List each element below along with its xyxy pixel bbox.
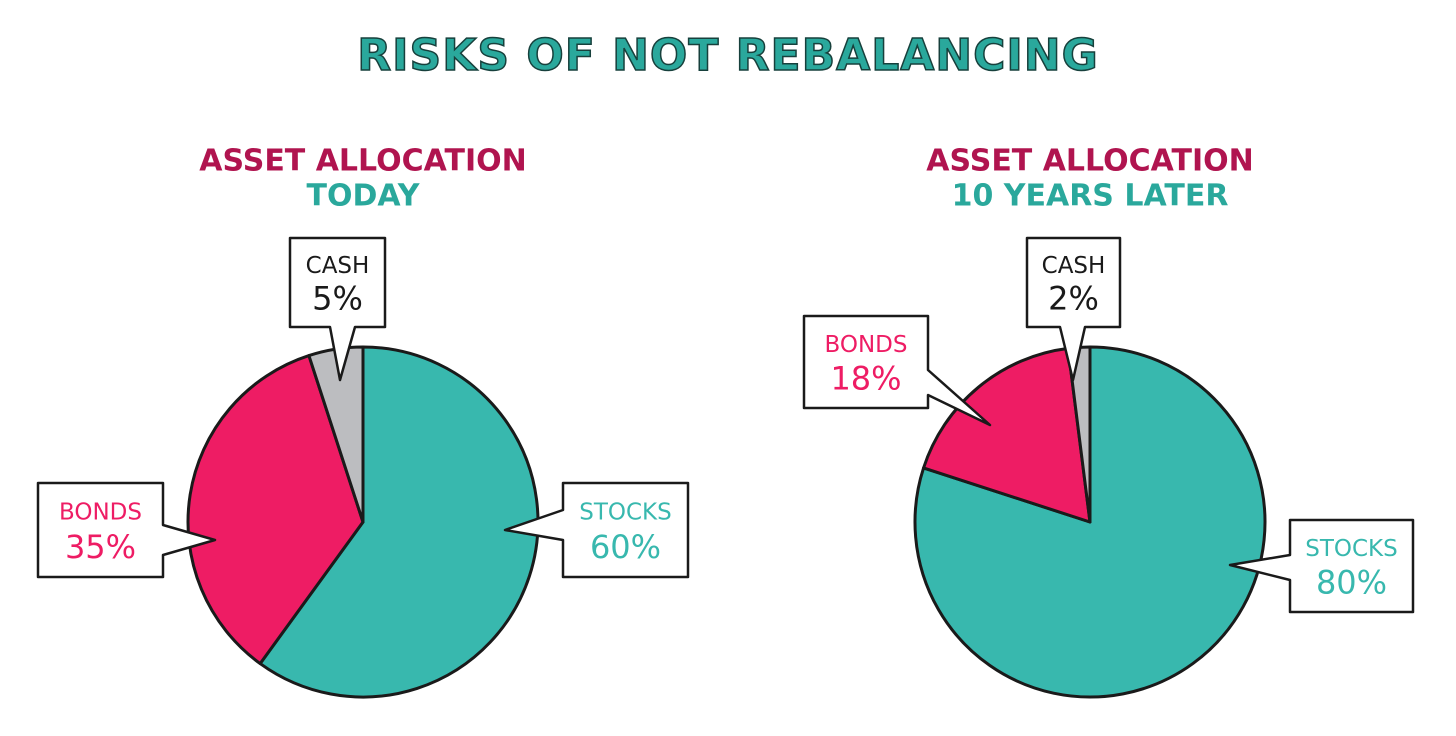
- callout-box: [288, 236, 387, 382]
- value-label: 35%: [65, 528, 136, 566]
- pie-slice: [922, 346, 1092, 524]
- value-label: 60%: [590, 528, 661, 566]
- callout-box: [802, 314, 992, 427]
- callout-box: [1228, 518, 1415, 614]
- chart-subtitle: 10 YEARS LATER: [952, 179, 1229, 214]
- slice-label: CASH: [1042, 253, 1106, 279]
- value-label: 5%: [312, 279, 363, 317]
- callout-box: [1025, 236, 1122, 382]
- value-label: 18%: [830, 359, 901, 397]
- slice-label: STOCKS: [579, 500, 672, 526]
- slice-label: BONDS: [59, 500, 142, 526]
- slice-label: CASH: [306, 253, 370, 279]
- chart-title: ASSET ALLOCATION: [926, 144, 1254, 179]
- callout-box: [503, 481, 690, 579]
- slice-label: STOCKS: [1305, 536, 1398, 562]
- pie-slice: [186, 354, 365, 666]
- value-label: 80%: [1316, 563, 1387, 601]
- pie-slice: [258, 345, 540, 699]
- value-label: 2%: [1048, 279, 1099, 317]
- chart-subtitle: TODAY: [307, 179, 421, 214]
- chart-title: ASSET ALLOCATION: [199, 144, 527, 179]
- callout-box: [36, 481, 217, 579]
- slice-label: BONDS: [825, 332, 908, 358]
- page-title: RISKS OF NOT REBALANCING: [357, 30, 1098, 81]
